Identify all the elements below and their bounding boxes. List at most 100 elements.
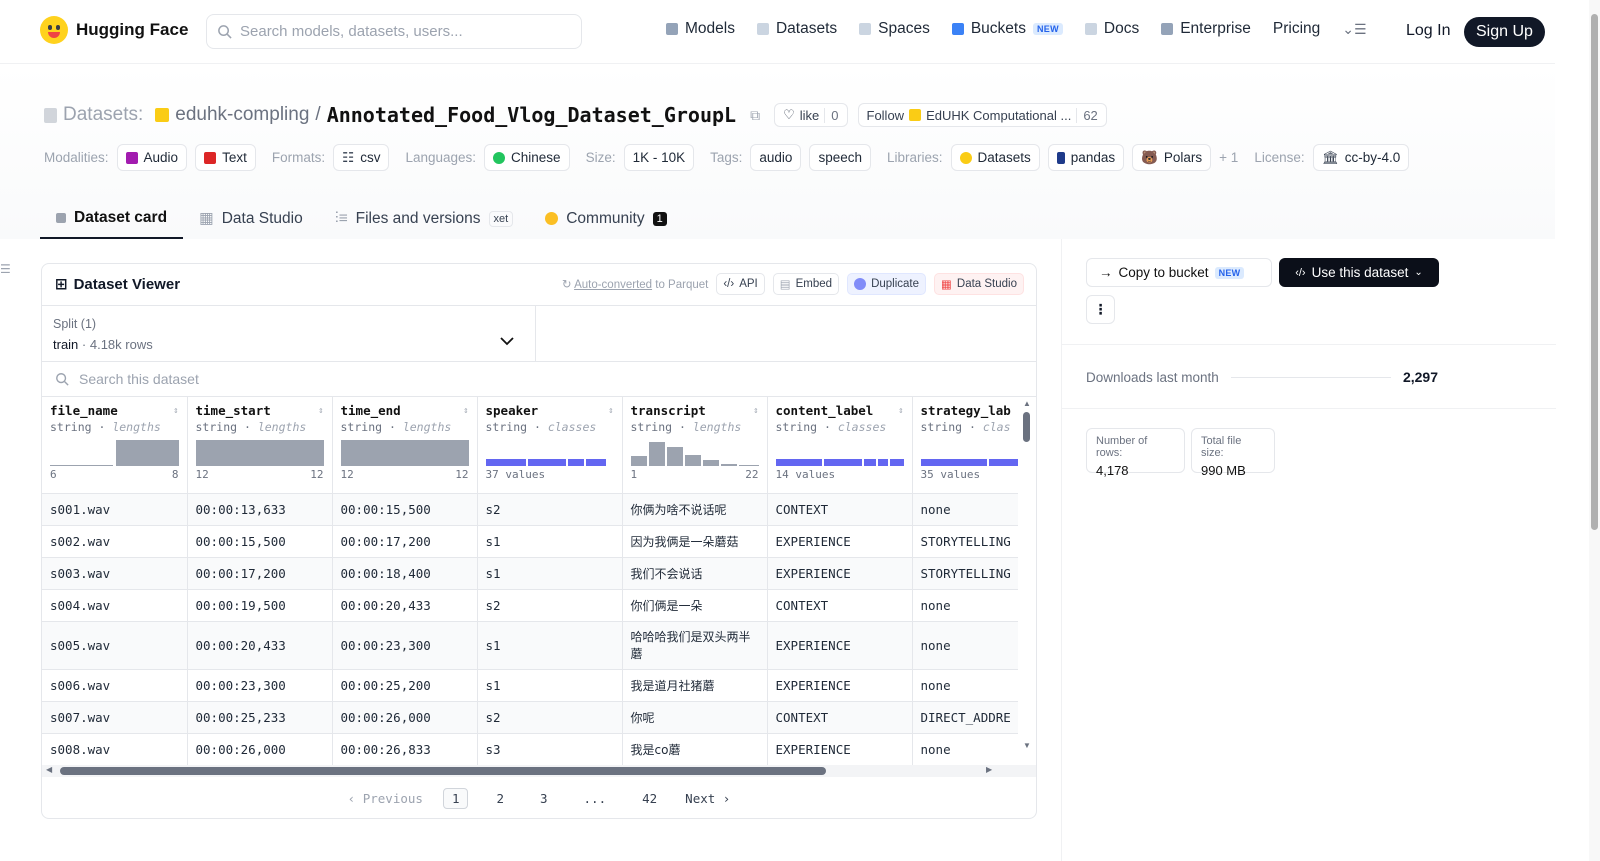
signup-button[interactable]: Sign Up (1464, 17, 1545, 47)
table-cell: 00:00:26,000 (187, 733, 333, 766)
nav-pricing-label: Pricing (1272, 20, 1321, 37)
dataset-viewer: ⊞ Dataset Viewer ↻ Auto-converted to Parq… (41, 263, 1037, 819)
tag-label: cc-by-4.0 (1344, 150, 1401, 165)
prev-page-button[interactable]: ‹ Previous (347, 791, 423, 806)
api-button[interactable]: ‹/› API (716, 273, 765, 295)
tag-format[interactable]: ☷ csv (333, 144, 390, 171)
column-type: string (630, 420, 673, 434)
scroll-thumb[interactable] (1023, 412, 1030, 442)
scroll-down-icon[interactable]: ▼ (1023, 741, 1031, 750)
text-icon (204, 151, 217, 164)
table-row[interactable]: s007.wav 00:00:25,233 00:00:26,000 s2 你呢 CONT… (42, 701, 1019, 734)
dataset-search[interactable]: Search this dataset (42, 362, 1036, 397)
scroll-thumb[interactable] (60, 767, 826, 775)
column-header[interactable]: speaker ⇕ string · classes 37 values (477, 397, 623, 494)
scroll-right-icon[interactable]: ▶ (986, 765, 993, 774)
sort-icon[interactable]: ⇕ (753, 405, 759, 416)
sort-icon[interactable]: ⇕ (608, 405, 614, 416)
vertical-scrollbar[interactable]: ▲ ▼ (1018, 397, 1036, 765)
login-link[interactable]: Log In (1406, 22, 1451, 39)
tag-license[interactable]: 🏛 cc-by-4.0 (1312, 144, 1410, 171)
brand-logo[interactable]: Hugging Face (40, 16, 188, 44)
class-bar (920, 440, 1017, 466)
table-row[interactable]: s003.wav 00:00:17,200 00:00:18,400 s1 我们不会说话… (42, 557, 1019, 590)
tag-audio[interactable]: audio (750, 144, 802, 171)
range-max: 8 (171, 468, 179, 481)
sort-icon[interactable]: ⇕ (318, 405, 324, 416)
next-page-button[interactable]: Next › (685, 791, 731, 806)
like-button[interactable]: ♡ like 0 (774, 103, 848, 127)
column-kind: lengths (112, 420, 161, 434)
use-dataset-button[interactable]: ‹/› Use this dataset ⌄ (1279, 258, 1439, 287)
table-row[interactable]: s008.wav 00:00:26,000 00:00:26,833 s3 我是co蘑 E… (42, 733, 1019, 766)
tab-data-studio[interactable]: ▦ Data Studio (183, 198, 319, 239)
grid-icon: ▦ (199, 210, 214, 227)
brand-name: Hugging Face (76, 20, 189, 39)
tag-audio-modality[interactable]: Audio (116, 144, 188, 171)
table-row[interactable]: s002.wav 00:00:15,500 00:00:17,200 s1 因为我俩是一… (42, 525, 1019, 558)
nav-spaces[interactable]: Spaces (859, 20, 930, 38)
libraries-more[interactable]: + 1 (1219, 150, 1239, 165)
nav-buckets[interactable]: Buckets NEW (951, 20, 1063, 38)
table-cell: 因为我俩是一朵蘑菇 (622, 525, 768, 558)
horizontal-scrollbar[interactable]: ◀ ▶ (42, 765, 1036, 777)
sort-icon[interactable]: ⇕ (463, 405, 469, 416)
table-row[interactable]: s005.wav 00:00:20,433 00:00:23,300 s1 哈哈哈我们是… (42, 621, 1019, 670)
split-selector[interactable]: Split (1) train · 4.18k rows (42, 306, 536, 362)
page-scroll-thumb[interactable] (1591, 14, 1598, 530)
scroll-up-icon[interactable]: ▲ (1023, 399, 1031, 408)
tag-text-modality[interactable]: Text (195, 144, 256, 171)
tag-library-pandas[interactable]: pandas (1047, 144, 1125, 171)
data-studio-button[interactable]: ▦ Data Studio (934, 273, 1024, 295)
page-button[interactable]: 2 (496, 791, 504, 806)
nav-models[interactable]: Models (666, 20, 735, 38)
scroll-left-icon[interactable]: ◀ (46, 765, 53, 774)
tab-dataset-card[interactable]: Dataset card (40, 198, 184, 239)
column-header[interactable]: content_label ⇕ string · classes 14 value… (767, 397, 913, 494)
nav-pricing[interactable]: Pricing (1273, 20, 1320, 38)
embed-button[interactable]: ▤ Embed (772, 273, 840, 295)
nav-docs[interactable]: Docs (1084, 20, 1139, 38)
column-header[interactable]: strategy_lab string · clas 35 values (912, 397, 1019, 494)
table-row[interactable]: s006.wav 00:00:23,300 00:00:25,200 s1 我是道月社猪… (42, 669, 1019, 702)
copy-to-bucket-button[interactable]: → Copy to bucket NEW (1086, 258, 1272, 287)
nav-enterprise[interactable]: Enterprise (1161, 20, 1251, 38)
table-cell: EXPERIENCE (767, 525, 913, 558)
table-cell: 我们不会说话 (622, 557, 768, 590)
viewer-actions: ↻ Auto-converted to Parquet ‹/› API ▤ Embe… (562, 273, 1024, 295)
table-row[interactable]: s004.wav 00:00:19,500 00:00:20,433 s2 你们俩是一朵… (42, 589, 1019, 622)
nav-datasets[interactable]: Datasets (756, 20, 837, 38)
page-button[interactable]: 3 (540, 791, 548, 806)
tag-language[interactable]: Chinese (484, 144, 570, 171)
more-menu-icon[interactable]: ⌄☰ (1342, 20, 1367, 37)
page-button[interactable]: 42 (642, 791, 658, 806)
spaces-icon (859, 23, 872, 35)
column-header[interactable]: transcript ⇕ string · lengths 1 22 (622, 397, 768, 494)
column-header[interactable]: time_start ⇕ string · lengths 12 12 (187, 397, 333, 494)
column-header[interactable]: time_end ⇕ string · lengths 12 12 (332, 397, 478, 494)
api-label: API (739, 278, 758, 290)
copy-icon[interactable]: ⧉ (750, 106, 761, 123)
tag-speech[interactable]: speech (809, 144, 871, 171)
tab-community[interactable]: Community 1 (529, 198, 683, 239)
sort-icon[interactable]: ⇕ (898, 405, 904, 416)
autoconverted-link[interactable]: Auto-converted (574, 279, 653, 291)
org-link[interactable]: eduhk-compling (175, 104, 310, 125)
more-options-icon[interactable]: ⋮ (1086, 295, 1115, 324)
side-toc-icon[interactable]: ☰ (0, 262, 11, 276)
dataset-search-input[interactable]: Search this dataset (79, 371, 199, 387)
tab-files[interactable]: ⫶≡ Files and versions xet (319, 198, 530, 239)
duplicate-button[interactable]: Duplicate (847, 273, 927, 295)
tag-library-datasets[interactable]: Datasets (950, 144, 1040, 171)
table-row[interactable]: s001.wav 00:00:13,633 00:00:15,500 s2 你俩为啥不说… (42, 493, 1019, 526)
repo-name[interactable]: Annotated_Food_Vlog_Dataset_GroupL (326, 103, 737, 127)
tag-size[interactable]: 1K - 10K (623, 144, 695, 171)
global-search-input[interactable]: Search models, datasets, users... (240, 23, 463, 40)
follow-button[interactable]: Follow EdUHK Computational ... 62 (857, 103, 1107, 127)
sort-icon[interactable]: ⇕ (173, 405, 179, 416)
global-search[interactable]: Search models, datasets, users... (206, 14, 582, 49)
tag-library-polars[interactable]: 🐻 Polars (1132, 144, 1212, 171)
page-scrollbar[interactable] (1589, 0, 1600, 861)
page-button[interactable]: 1 (442, 788, 469, 809)
